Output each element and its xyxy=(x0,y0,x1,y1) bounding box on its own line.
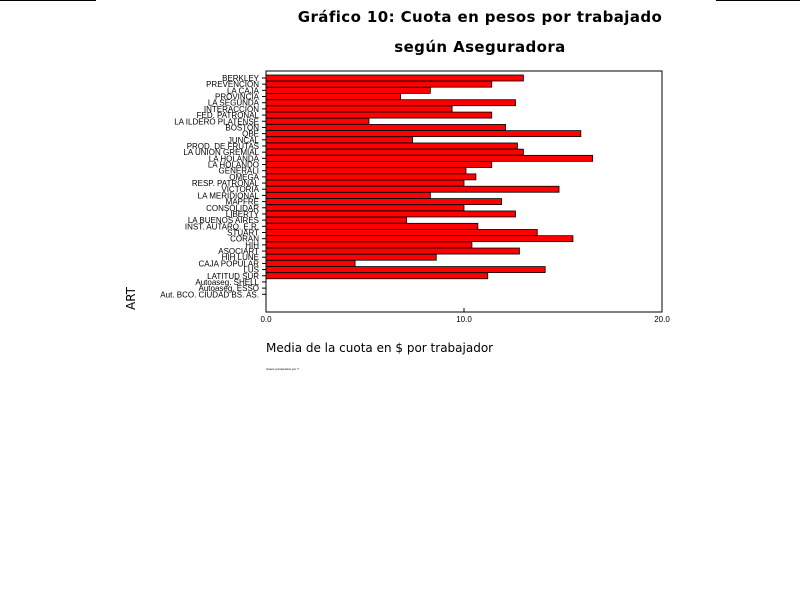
bar xyxy=(265,111,493,119)
category-label: LATITUD SUR xyxy=(207,272,259,281)
category-label: FED. PATRONAL xyxy=(197,111,260,120)
category-label: JUNCAL xyxy=(228,136,260,145)
x-axis-label: Media de la cuota en $ por trabajador xyxy=(266,341,494,355)
bar xyxy=(265,142,518,150)
bar xyxy=(265,93,402,100)
x-axis: 0.0 10.0 20.0 xyxy=(260,308,670,324)
bar xyxy=(265,192,431,199)
x-tick-label: 0.0 xyxy=(260,315,272,324)
bar xyxy=(265,161,493,168)
chart-subtitle: según Aseguradora xyxy=(394,38,566,56)
bar xyxy=(265,235,574,243)
category-label: Autoaseg. ESSO xyxy=(199,284,259,293)
category-label: CONSOLIDAR xyxy=(206,204,259,213)
bar xyxy=(265,105,453,113)
bar xyxy=(265,241,473,249)
category-label: PROVINCIA xyxy=(215,93,260,102)
bar xyxy=(265,124,506,131)
bar xyxy=(265,173,477,181)
category-label: GENERALI xyxy=(219,167,259,176)
bar xyxy=(265,247,520,255)
top-right-border-line xyxy=(716,0,800,1)
bar xyxy=(265,154,594,162)
bars-group xyxy=(265,74,594,280)
bar xyxy=(265,130,582,138)
x-tick-label: 20.0 xyxy=(654,315,670,324)
category-label: Aut. BCO. CIUDAD BS. AS. xyxy=(160,290,259,299)
bar xyxy=(265,259,356,267)
category-label: HIH LUNE xyxy=(222,253,259,262)
category-label: PREVENCION xyxy=(206,80,259,89)
category-label: QBE xyxy=(242,130,259,139)
category-label: LA BUENOS AIRES xyxy=(188,216,259,225)
bar xyxy=(265,272,489,280)
category-label: LA HOLANDA xyxy=(209,154,260,163)
category-label: LIBERTY xyxy=(226,210,260,219)
category-label: OMEGA xyxy=(229,173,259,182)
category-label: LA UNION GREMIAL xyxy=(183,148,259,157)
category-label: INST. AUTARQ. E.R. xyxy=(185,222,259,231)
category-label: PROD. DE FRUTAS xyxy=(187,142,259,151)
bar xyxy=(265,204,465,212)
category-label: INTERACCION xyxy=(204,105,259,114)
bar xyxy=(265,216,407,224)
top-left-border-line xyxy=(0,0,96,1)
category-label: LA MERIDIONAL xyxy=(198,191,260,200)
bar xyxy=(265,136,413,144)
bar xyxy=(265,185,560,193)
y-axis-label: ART xyxy=(124,286,138,310)
bar xyxy=(265,80,493,88)
category-label: STUART xyxy=(227,229,259,238)
category-label: RESP. PATRONAL xyxy=(192,179,260,188)
bar xyxy=(265,229,538,236)
bar xyxy=(265,266,546,273)
bar xyxy=(265,198,503,206)
x-tick-label: 10.0 xyxy=(456,315,472,324)
bar xyxy=(265,167,467,175)
category-label: LA HOLANDO xyxy=(208,161,259,170)
bar xyxy=(265,148,524,156)
bar xyxy=(265,210,516,218)
category-label: Autoaseg. SHELL xyxy=(195,278,259,287)
category-label: CORAN xyxy=(230,235,259,244)
category-label: LA ILDERO PLATENSE xyxy=(174,117,259,126)
chart-title: Gráfico 10: Cuota en pesos por trabajado xyxy=(297,8,663,26)
bar xyxy=(265,222,479,230)
footnote: Casos ponderados por T xyxy=(266,367,299,371)
category-label: MAPFRE xyxy=(226,198,259,207)
bar xyxy=(265,74,524,82)
bar xyxy=(265,86,431,94)
category-label: VICTORIA xyxy=(221,185,259,194)
category-label: BERKLEY xyxy=(222,74,260,83)
category-label: LA SEGUNDA xyxy=(208,99,260,108)
category-ticks xyxy=(262,77,266,295)
category-label: HIH xyxy=(245,241,259,250)
category-label: LA CAJA xyxy=(227,86,260,95)
category-label: CAJA POPULAR xyxy=(199,259,260,268)
bar xyxy=(265,179,465,187)
bar xyxy=(265,99,516,107)
category-label: ASOCIART xyxy=(218,247,259,256)
category-label: BOSTON xyxy=(225,123,259,132)
bar xyxy=(265,253,437,261)
bar xyxy=(265,117,370,125)
category-label: LUS xyxy=(243,266,259,275)
